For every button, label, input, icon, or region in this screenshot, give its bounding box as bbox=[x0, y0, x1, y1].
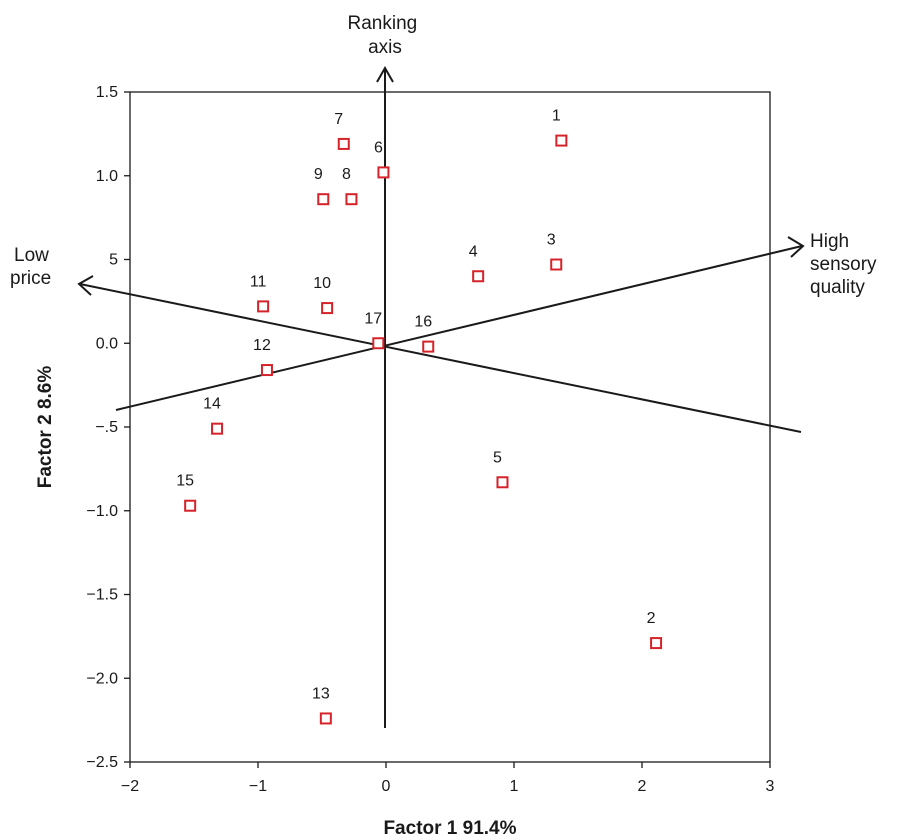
data-point-10 bbox=[321, 302, 334, 315]
data-point-3 bbox=[550, 258, 563, 271]
data-point-15 bbox=[184, 499, 197, 512]
data-label-16: 16 bbox=[414, 314, 432, 331]
data-point-5 bbox=[496, 476, 509, 489]
data-label-17: 17 bbox=[364, 310, 382, 327]
data-point-6 bbox=[377, 166, 390, 179]
y-axis-title: Factor 2 8.6% bbox=[35, 366, 56, 489]
y-tick-label: −1.5 bbox=[86, 587, 118, 604]
data-point-8 bbox=[345, 193, 358, 206]
data-point-12 bbox=[260, 364, 273, 377]
y-tick-label: 1.0 bbox=[96, 168, 118, 185]
ranking-axis-arrowhead bbox=[376, 65, 394, 83]
data-label-14: 14 bbox=[203, 396, 221, 413]
y-tick-label: −2.5 bbox=[86, 754, 118, 771]
data-point-7 bbox=[337, 137, 350, 150]
data-label-12: 12 bbox=[253, 337, 271, 354]
data-label-7: 7 bbox=[334, 111, 343, 128]
data-point-9 bbox=[317, 193, 330, 206]
data-label-3: 3 bbox=[547, 232, 556, 249]
x-axis-title: Factor 1 91.4% bbox=[383, 818, 516, 839]
data-label-2: 2 bbox=[647, 610, 656, 627]
plot-frame bbox=[129, 91, 771, 763]
data-point-17 bbox=[372, 337, 385, 350]
price-axis-line bbox=[79, 283, 802, 433]
data-point-13 bbox=[319, 712, 332, 725]
data-label-8: 8 bbox=[342, 166, 351, 183]
data-label-1: 1 bbox=[552, 108, 561, 125]
data-point-11 bbox=[257, 300, 270, 313]
high-quality-label-line2: sensory bbox=[810, 254, 877, 275]
quality-axis-arrowhead bbox=[787, 236, 805, 258]
data-label-11: 11 bbox=[250, 273, 267, 290]
x-tick-label: −1 bbox=[249, 778, 267, 795]
y-tick-label: −.5 bbox=[95, 419, 118, 436]
data-label-5: 5 bbox=[493, 449, 502, 466]
y-tick-label: −2.0 bbox=[86, 670, 118, 687]
x-tick-label: 3 bbox=[766, 778, 775, 795]
low-price-label: Low price bbox=[10, 245, 54, 289]
low-price-label-line2: price bbox=[10, 268, 51, 289]
x-tick-label: −2 bbox=[121, 778, 139, 795]
y-tick-label: 0.0 bbox=[96, 335, 118, 352]
data-point-1 bbox=[555, 134, 568, 147]
data-label-15: 15 bbox=[176, 473, 194, 490]
data-point-4 bbox=[472, 270, 485, 283]
x-tick-label: 1 bbox=[510, 778, 519, 795]
data-point-16 bbox=[422, 340, 435, 353]
data-label-10: 10 bbox=[313, 275, 331, 292]
y-tick-label: −1.0 bbox=[86, 503, 118, 520]
x-tick-label: 2 bbox=[638, 778, 647, 795]
ranking-axis-label-line1: Ranking bbox=[348, 13, 418, 34]
data-label-4: 4 bbox=[469, 243, 478, 260]
quality-axis-line bbox=[115, 245, 803, 411]
data-label-9: 9 bbox=[314, 166, 323, 183]
ranking-axis-label: Ranking axis bbox=[348, 13, 423, 58]
y-tick-label: 5 bbox=[109, 252, 118, 269]
data-point-14 bbox=[211, 422, 224, 435]
x-tick-label: 0 bbox=[382, 778, 391, 795]
high-quality-label: High sensory quality bbox=[810, 231, 882, 298]
data-point-2 bbox=[650, 637, 663, 650]
high-quality-label-line3: quality bbox=[810, 277, 865, 298]
low-price-label-line1: Low bbox=[14, 245, 49, 266]
price-axis-arrowhead bbox=[77, 275, 94, 296]
high-quality-label-line1: High bbox=[810, 231, 849, 252]
data-label-6: 6 bbox=[374, 139, 383, 156]
y-tick-label: 1.5 bbox=[96, 84, 118, 101]
ranking-axis-label-line2: axis bbox=[368, 37, 402, 58]
data-label-13: 13 bbox=[312, 685, 330, 702]
